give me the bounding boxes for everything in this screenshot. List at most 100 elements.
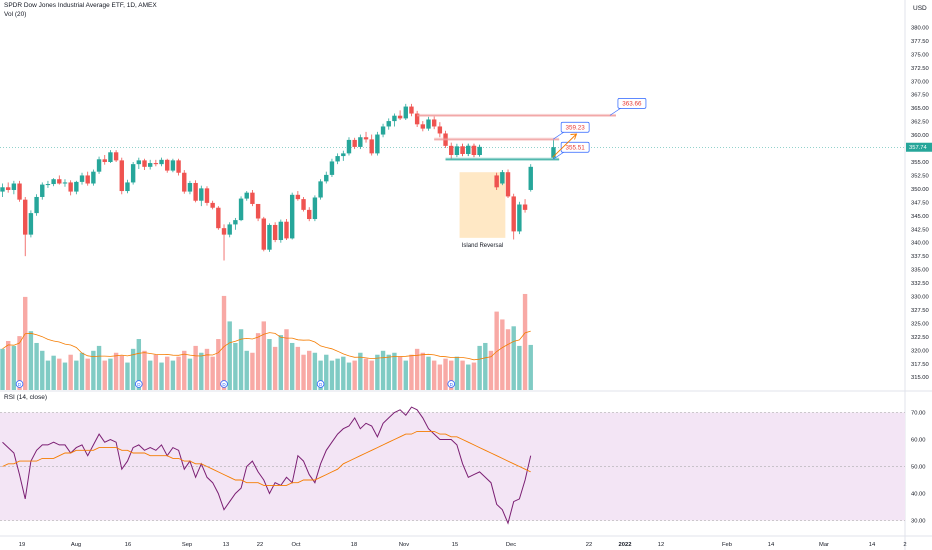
- volume-bar: [187, 358, 193, 390]
- volume-bar: [449, 360, 454, 390]
- candle-body: [125, 182, 130, 192]
- candle-body: [318, 181, 323, 198]
- volume-bar: [210, 356, 215, 390]
- price-axis-tick: 350.00: [911, 187, 929, 193]
- time-axis-tick: 18: [351, 542, 357, 548]
- price-axis-tick: 320.00: [911, 348, 929, 354]
- price-axis-tick: 352.50: [911, 173, 929, 179]
- candle-body: [346, 139, 352, 154]
- level-callout-box: [560, 141, 590, 153]
- volume-bar: [113, 352, 119, 390]
- island-reversal-label: Island Reversal: [462, 243, 503, 249]
- candle-body: [352, 139, 357, 147]
- dividend-marker-icon: [316, 380, 325, 388]
- volume-bar: [136, 339, 142, 390]
- time-axis-tick: Mar: [819, 542, 829, 548]
- candle-body: [147, 163, 153, 167]
- candle-body: [238, 198, 244, 221]
- volume-bar: [335, 358, 340, 390]
- candle-body: [414, 113, 420, 125]
- candle-body: [431, 119, 437, 127]
- volume-bar: [125, 362, 130, 390]
- volume-bar: [477, 345, 482, 390]
- candle-body: [278, 221, 284, 241]
- candle-body: [74, 181, 79, 192]
- volume-bar: [204, 348, 210, 390]
- candle-body: [5, 187, 11, 190]
- volume-bar: [346, 362, 352, 390]
- candle-body: [165, 159, 170, 171]
- time-axis-tick: 19: [19, 542, 25, 548]
- candle-body: [437, 126, 443, 134]
- candle-body: [227, 224, 232, 235]
- candle-body: [329, 161, 335, 175]
- rsi-axis-tick: 30.00: [911, 519, 926, 525]
- last-price-label: 357.74: [909, 145, 928, 151]
- candle-body: [0, 187, 5, 192]
- volume-bar: [414, 348, 420, 390]
- level-callout-label: 355.51: [566, 144, 586, 151]
- candle-body: [335, 156, 340, 162]
- volume-indicator-label: Vol (20): [4, 11, 27, 18]
- candle-body: [284, 221, 289, 239]
- volume-bar: [68, 354, 73, 390]
- candle-body: [136, 160, 142, 165]
- volume-bar: [261, 321, 266, 390]
- candle-body: [216, 207, 221, 229]
- candle-body: [460, 146, 465, 154]
- volume-bar: [329, 360, 335, 390]
- volume-bar: [352, 360, 357, 390]
- candle-body: [358, 137, 363, 147]
- volume-bar: [28, 331, 34, 390]
- volume-bar: [289, 342, 295, 390]
- time-axis-tick: 2: [903, 542, 906, 548]
- candle-body: [130, 164, 136, 183]
- volume-bar: [23, 296, 28, 390]
- candle-body: [244, 192, 249, 199]
- volume-bar: [301, 354, 306, 390]
- volume-bar: [312, 352, 318, 390]
- volume-ma-line: [2, 330, 531, 361]
- volume-bar: [426, 356, 431, 390]
- candle-body: [551, 147, 556, 158]
- volume-bar: [437, 364, 443, 390]
- candle-body: [159, 159, 164, 165]
- price-axis-tick: 337.50: [911, 254, 929, 260]
- price-axis-tick: 317.50: [911, 362, 929, 368]
- volume-bar: [244, 350, 249, 390]
- last-price-label-bg: [906, 142, 932, 152]
- price-axis-tick: 325.00: [911, 321, 929, 327]
- volume-bar: [85, 358, 90, 390]
- candle-body: [96, 159, 102, 172]
- dividend-marker-label: D: [222, 382, 226, 387]
- candle-body: [170, 160, 176, 171]
- projection-arrowhead: [570, 133, 578, 140]
- dividend-marker-label: D: [137, 382, 141, 387]
- volume-bar: [517, 345, 522, 390]
- volume-bar: [403, 360, 408, 390]
- candle-body: [204, 188, 210, 203]
- volume-bar: [505, 329, 511, 390]
- candle-body: [23, 199, 28, 235]
- rsi-axis-tick: 50.00: [911, 465, 926, 471]
- volume-bar: [147, 360, 153, 390]
- dividend-marker-icon: [220, 380, 228, 388]
- candle-body: [324, 174, 329, 182]
- candle-body: [28, 213, 34, 235]
- candle-body: [454, 146, 460, 155]
- volume-bar: [79, 352, 85, 390]
- volume-bar: [522, 293, 528, 390]
- price-axis-tick: 315.00: [911, 375, 929, 381]
- volume-bar: [369, 360, 374, 390]
- candle-body: [11, 183, 17, 190]
- price-axis-tick: 370.00: [911, 79, 929, 85]
- price-axis-tick: 322.50: [911, 335, 929, 341]
- time-axis-tick: Sep: [182, 542, 192, 548]
- volume-bar: [34, 342, 39, 390]
- chart-title: SPDR Dow Jones Industrial Average ETF, 1…: [4, 2, 157, 9]
- candle-body: [199, 188, 204, 201]
- candle-body: [40, 184, 45, 197]
- candle-body: [341, 153, 346, 157]
- volume-bar: [375, 354, 380, 390]
